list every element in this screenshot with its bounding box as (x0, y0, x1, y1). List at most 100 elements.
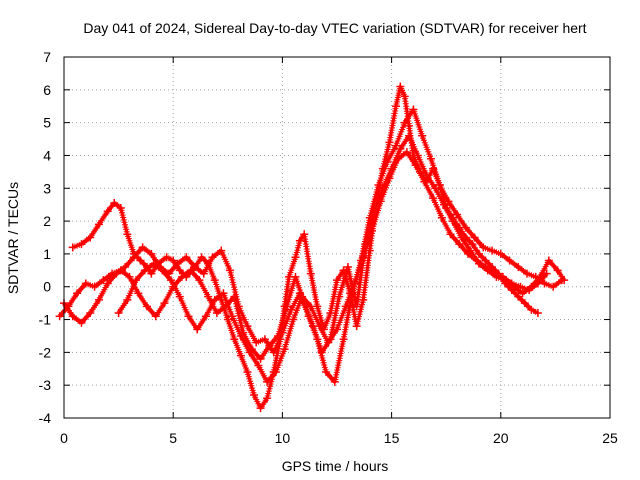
data-point (496, 249, 505, 258)
data-series (55, 82, 569, 413)
data-point (110, 199, 119, 208)
data-point (304, 312, 313, 321)
data-point (140, 266, 149, 275)
data-point (405, 121, 414, 130)
data-point (453, 210, 462, 219)
data-point (405, 131, 414, 140)
data-point (149, 259, 158, 268)
data-point (103, 279, 112, 288)
data-point (391, 141, 400, 150)
data-point (474, 249, 483, 258)
data-point (527, 305, 536, 314)
data-point (269, 348, 278, 357)
data-point (557, 276, 566, 285)
y-tick-label: 1 (43, 246, 51, 262)
data-point (132, 276, 141, 285)
data-point (175, 266, 184, 275)
data-point (448, 217, 457, 226)
data-point (295, 236, 304, 245)
data-point (197, 253, 206, 262)
data-point (204, 292, 213, 301)
y-tick-labels: -4 -3 -2 -1 0 1 2 3 4 5 6 7 (39, 49, 52, 426)
y-tick-label: 4 (43, 147, 51, 163)
data-point (160, 299, 169, 308)
data-point (280, 345, 289, 354)
y-axis-label: SDTVAR / TECUs (5, 182, 21, 294)
data-point (490, 269, 499, 278)
data-point (112, 269, 121, 278)
y-tick-label: 0 (43, 279, 51, 295)
data-point (385, 138, 394, 147)
data-point (394, 154, 403, 163)
data-point (77, 318, 86, 327)
data-point (252, 338, 261, 347)
data-point (391, 102, 400, 111)
x-tick-label: 25 (602, 430, 618, 446)
data-point (291, 253, 300, 262)
data-point (544, 256, 553, 265)
data-point (103, 207, 112, 216)
data-point (68, 243, 77, 252)
data-point (263, 377, 272, 386)
data-point (531, 272, 540, 281)
data-point (217, 246, 226, 255)
data-point (210, 295, 219, 304)
data-point (523, 269, 532, 278)
data-point (426, 154, 435, 163)
data-point (385, 174, 394, 183)
y-tick-label: -1 (39, 312, 52, 328)
data-point (123, 295, 132, 304)
axis-ticks (63, 56, 611, 419)
data-point (282, 302, 291, 311)
data-point (359, 295, 368, 304)
data-point (429, 194, 438, 203)
data-point (481, 263, 490, 272)
data-point (376, 197, 385, 206)
data-point (324, 338, 333, 347)
data-point (210, 276, 219, 285)
data-point (142, 302, 151, 311)
data-point (437, 213, 446, 222)
y-tick-label: 7 (43, 49, 51, 65)
data-point (182, 253, 191, 262)
data-point (278, 328, 287, 337)
data-point (413, 151, 422, 160)
data-point (396, 144, 405, 153)
x-axis-label: GPS time / hours (282, 458, 389, 474)
data-point (440, 200, 449, 209)
x-tick-label: 15 (384, 430, 400, 446)
data-point (116, 203, 125, 212)
data-point (470, 233, 479, 242)
data-point (472, 256, 481, 265)
data-point (158, 266, 167, 275)
x-tick-label: 10 (275, 430, 291, 446)
series-track-4 (114, 148, 551, 386)
data-point (254, 361, 263, 370)
data-point (201, 312, 210, 321)
data-point (479, 243, 488, 252)
data-point (243, 322, 252, 331)
data-point (136, 256, 145, 265)
data-point (322, 368, 331, 377)
data-point (444, 197, 453, 206)
data-point (162, 253, 171, 262)
data-point (263, 394, 272, 403)
data-point (400, 92, 409, 101)
data-point (396, 82, 405, 91)
data-point (505, 256, 514, 265)
data-point (350, 279, 359, 288)
data-point (256, 404, 265, 413)
chart-title: Day 041 of 2024, Sidereal Day-to-day VTE… (83, 20, 586, 36)
data-point (138, 243, 147, 252)
data-point (542, 269, 551, 278)
data-point (333, 276, 341, 285)
data-point (86, 233, 95, 242)
data-point (134, 289, 143, 298)
data-point (352, 322, 361, 331)
data-point (333, 325, 341, 334)
data-point (114, 308, 123, 317)
data-point (125, 272, 134, 281)
data-point (514, 263, 523, 272)
data-point (306, 302, 315, 311)
